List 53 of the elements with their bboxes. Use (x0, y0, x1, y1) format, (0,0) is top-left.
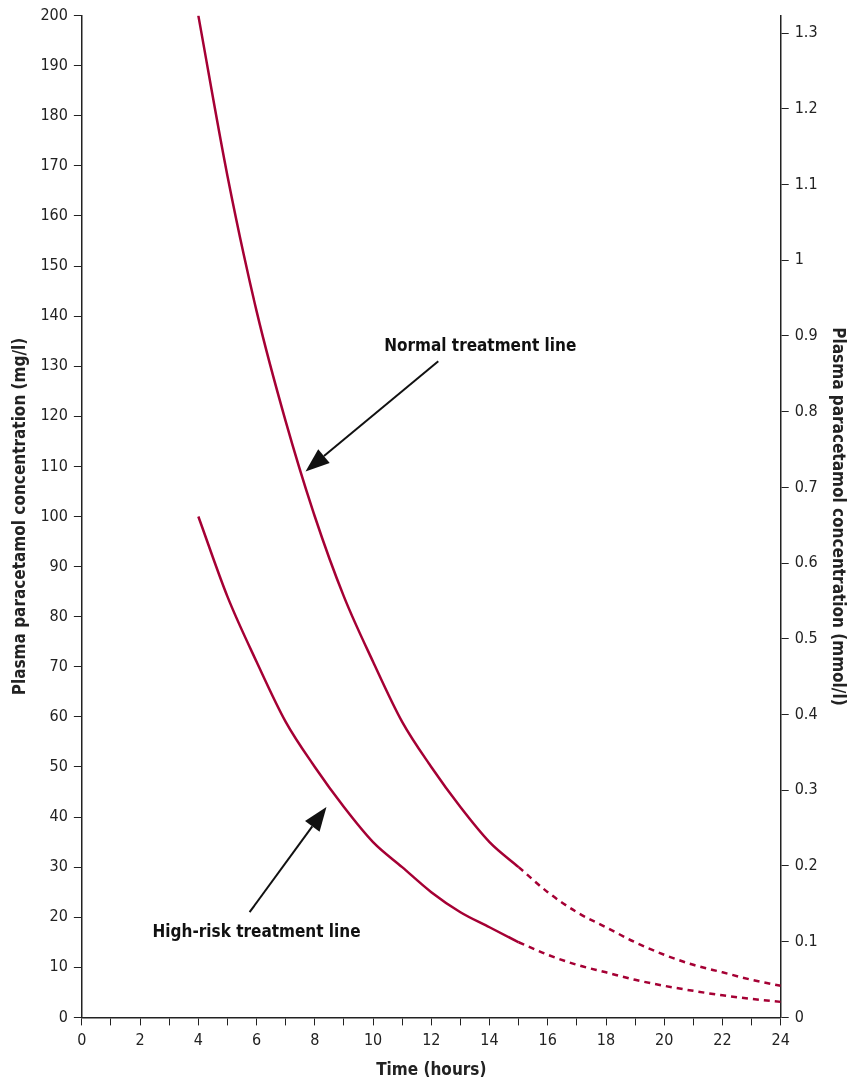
y-tick-label: 30 (49, 856, 68, 876)
y2-tick-label: 0.9 (794, 325, 818, 345)
x-tick-label: 4 (193, 1030, 203, 1050)
x-tick-label: 12 (422, 1030, 441, 1050)
y-tick-label: 140 (40, 305, 68, 325)
x-tick-label: 14 (480, 1030, 499, 1050)
x-tick-label: 22 (713, 1030, 732, 1050)
y2-tick-label: 0.4 (794, 703, 818, 723)
y-axis-title: Plasma paracetamol concentration (mg/l) (8, 337, 29, 696)
y-tick-label: 40 (49, 806, 68, 826)
x-tick-label: 18 (596, 1030, 616, 1050)
y2-tick-label: 0.2 (794, 855, 818, 875)
x-tick-label: 6 (252, 1030, 262, 1050)
y2-tick-label: 1.2 (794, 97, 818, 117)
x-tick-label: 24 (771, 1030, 790, 1050)
y2-tick-label: 0.5 (794, 627, 818, 647)
y-tick-label: 90 (49, 555, 68, 575)
y-tick-label: 70 (49, 655, 68, 675)
y-tick-label: 170 (40, 155, 68, 175)
y2-tick-label: 1 (794, 249, 804, 269)
y-tick-label: 10 (49, 956, 68, 976)
y2-tick-label: 0.7 (794, 476, 818, 496)
y-tick-label: 160 (40, 205, 68, 225)
x-tick-label: 0 (77, 1030, 87, 1050)
x-tick-label: 8 (310, 1030, 320, 1050)
y-tick-label: 100 (40, 505, 68, 525)
y2-axis-title: Plasma paracetamol concentration (mmol/l) (829, 327, 850, 706)
y-tick-label: 180 (40, 104, 68, 124)
y-tick-label: 200 (40, 4, 68, 24)
x-axis-title: Time (hours) (376, 1059, 487, 1080)
annotation: High-risk treatment line (152, 920, 361, 941)
y-tick-label: 150 (40, 255, 68, 275)
y-tick-label: 120 (40, 405, 68, 425)
y-tick-label: 60 (49, 706, 68, 726)
y2-tick-label: 0 (794, 1006, 804, 1026)
y2-tick-label: 0.3 (794, 779, 818, 799)
x-tick-label: 16 (538, 1030, 557, 1050)
y-tick-label: 110 (40, 455, 68, 475)
y2-tick-label: 1.3 (794, 22, 818, 42)
y-tick-label: 130 (40, 355, 68, 375)
y-tick-label: 0 (58, 1006, 68, 1026)
annotation: Normal treatment line (384, 334, 577, 355)
x-tick-label: 20 (655, 1030, 674, 1050)
x-tick-label: 2 (135, 1030, 145, 1050)
y2-tick-label: 0.6 (794, 552, 818, 572)
y-tick-label: 20 (49, 906, 68, 926)
y-tick-label: 50 (49, 756, 68, 776)
y2-tick-label: 1.1 (794, 173, 818, 193)
y2-tick-label: 0.8 (794, 400, 818, 420)
y2-tick-label: 0.1 (794, 930, 818, 950)
x-tick-label: 10 (363, 1030, 383, 1050)
y-tick-label: 190 (40, 54, 68, 74)
y-tick-label: 80 (49, 605, 68, 625)
